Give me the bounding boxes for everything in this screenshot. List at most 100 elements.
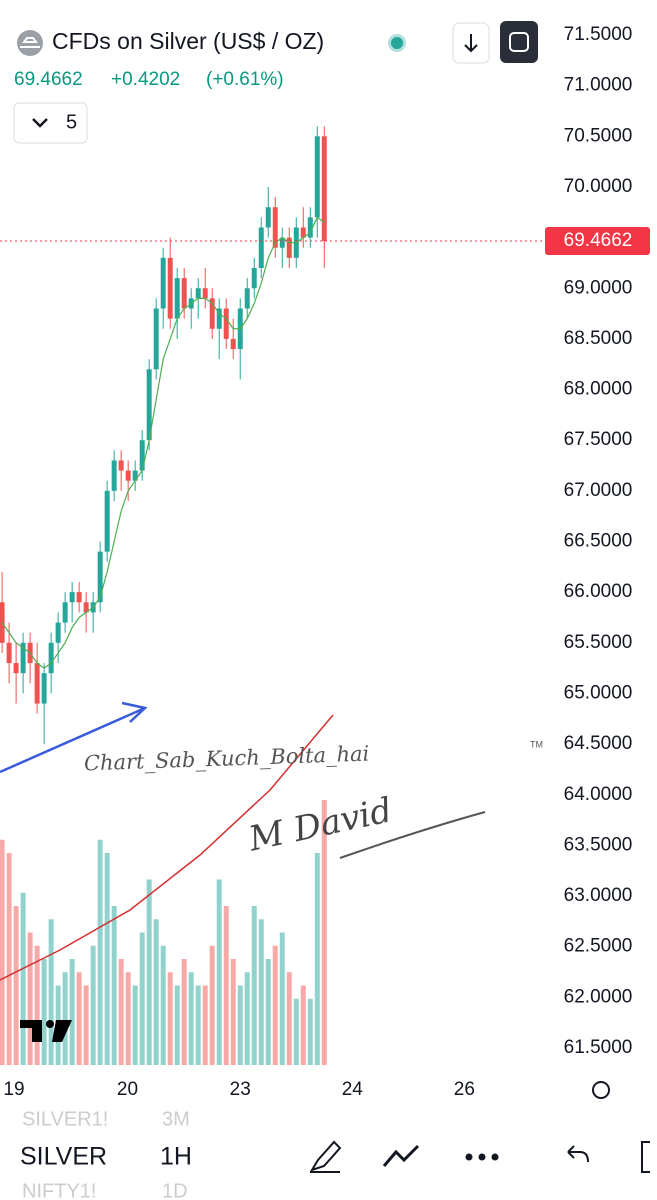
y-tick-label: 70.0000 bbox=[564, 176, 633, 197]
y-tick-label: 65.5000 bbox=[564, 632, 633, 653]
volume-bar bbox=[6, 853, 12, 1065]
settings-icon[interactable] bbox=[592, 1081, 610, 1099]
candle-body bbox=[216, 308, 222, 329]
volume-bar bbox=[76, 972, 82, 1065]
indicators-tool[interactable] bbox=[382, 1144, 420, 1167]
volume-bar bbox=[223, 906, 229, 1065]
candle-body bbox=[244, 288, 250, 309]
candle-body bbox=[69, 592, 75, 603]
ghost-interval: 1D bbox=[162, 1180, 188, 1200]
x-tick-label: 19 bbox=[3, 1079, 24, 1100]
volume-bar bbox=[13, 906, 19, 1065]
y-tick-label: 65.0000 bbox=[564, 682, 633, 703]
candle-body bbox=[62, 602, 68, 623]
more-tools[interactable] bbox=[641, 1141, 650, 1173]
change-pct: (+0.61%) bbox=[206, 69, 284, 90]
candle-body bbox=[202, 288, 208, 299]
title: CFDs on Silver (US$ / OZ) bbox=[52, 28, 324, 54]
ghost-symbol: NIFTY1! bbox=[22, 1180, 96, 1200]
candle-body bbox=[153, 308, 159, 370]
candle-body bbox=[258, 227, 264, 268]
candle-body bbox=[83, 602, 89, 613]
arrow-head bbox=[121, 701, 148, 723]
volume-bar bbox=[265, 959, 271, 1065]
candle-body bbox=[6, 642, 12, 664]
candle-body bbox=[76, 592, 82, 603]
volume-bar bbox=[139, 932, 145, 1065]
y-tick-label: 69.0000 bbox=[564, 277, 633, 298]
volume-bar bbox=[237, 985, 243, 1065]
volume-bar bbox=[90, 945, 96, 1065]
plot: 71.5000 71.0000 70.5000 70.0000 69.0000 68.50… bbox=[0, 24, 650, 1100]
candle-body bbox=[174, 278, 180, 319]
x-tick-label: 24 bbox=[342, 1079, 364, 1100]
volume-bar bbox=[314, 853, 320, 1065]
candle-body bbox=[286, 237, 292, 258]
volume-bar bbox=[160, 945, 166, 1065]
volume-bar bbox=[244, 972, 250, 1065]
candle-body bbox=[181, 278, 187, 309]
price: 69.4662 bbox=[14, 69, 83, 90]
interval[interactable]: 1H bbox=[160, 1143, 192, 1171]
volume-bar bbox=[97, 839, 103, 1065]
y-tick-label: 68.5000 bbox=[564, 328, 633, 349]
candle-body bbox=[48, 642, 54, 674]
annotation: Chart_Sab_Kuch_Bolta_hai bbox=[84, 742, 370, 776]
candle-body bbox=[195, 288, 201, 299]
draw-tool[interactable] bbox=[309, 1140, 342, 1173]
candle-body bbox=[146, 369, 152, 441]
y-tick-label: 67.0000 bbox=[564, 480, 633, 501]
indicator-toggle[interactable] bbox=[13, 102, 88, 144]
more-button[interactable] bbox=[465, 1153, 499, 1161]
drawn-line bbox=[0, 714, 334, 981]
change: +0.4202 bbox=[111, 69, 180, 90]
candle-body bbox=[321, 136, 327, 242]
candle-body bbox=[209, 298, 215, 329]
volume-bar bbox=[174, 985, 180, 1065]
volume-bar bbox=[216, 879, 222, 1065]
volume-bar bbox=[272, 945, 278, 1065]
candle-body bbox=[265, 207, 271, 228]
candle-body bbox=[230, 338, 236, 350]
volume-bar bbox=[0, 839, 5, 1065]
tv-logo bbox=[20, 1020, 72, 1042]
undo-button[interactable] bbox=[567, 1145, 589, 1163]
y-tick-label: 63.0000 bbox=[564, 885, 633, 906]
volume-bar bbox=[293, 998, 299, 1065]
fullscreen-button[interactable] bbox=[500, 21, 538, 63]
volume-bar bbox=[209, 945, 215, 1065]
y-tick-label: 71.0000 bbox=[564, 75, 633, 96]
candle-body bbox=[132, 470, 138, 481]
symbol[interactable]: SILVER bbox=[20, 1143, 107, 1171]
volume-bar bbox=[111, 906, 117, 1065]
volume-bar bbox=[146, 879, 152, 1065]
y-tick-label: 64.0000 bbox=[564, 784, 633, 805]
volume-bar bbox=[20, 892, 26, 1065]
volume-bar bbox=[153, 919, 159, 1065]
volume-bar bbox=[300, 985, 306, 1065]
volume-bar bbox=[230, 959, 236, 1065]
volume-bar bbox=[279, 932, 285, 1065]
candle-body bbox=[223, 308, 229, 339]
candle-body bbox=[314, 136, 320, 218]
candle-body bbox=[34, 663, 40, 704]
volume-bar bbox=[125, 972, 131, 1065]
candle-body bbox=[307, 217, 313, 238]
volume-bar bbox=[132, 985, 138, 1065]
trademark: TM bbox=[530, 739, 543, 749]
volume-bar bbox=[181, 959, 187, 1065]
y-tick-label: 64.5000 bbox=[564, 733, 633, 754]
volume-bar bbox=[307, 998, 313, 1065]
volume-bar bbox=[167, 972, 173, 1065]
volume-bar bbox=[251, 906, 257, 1065]
volume-bar bbox=[69, 959, 75, 1065]
candle-body bbox=[272, 207, 278, 248]
candle-body bbox=[104, 490, 110, 552]
last-price-tag bbox=[545, 227, 650, 256]
y-tick-label: 63.5000 bbox=[564, 834, 633, 855]
volume-bar bbox=[41, 959, 47, 1065]
volume-bar bbox=[83, 985, 89, 1065]
candle-body bbox=[125, 470, 131, 481]
candle-body bbox=[97, 551, 103, 603]
